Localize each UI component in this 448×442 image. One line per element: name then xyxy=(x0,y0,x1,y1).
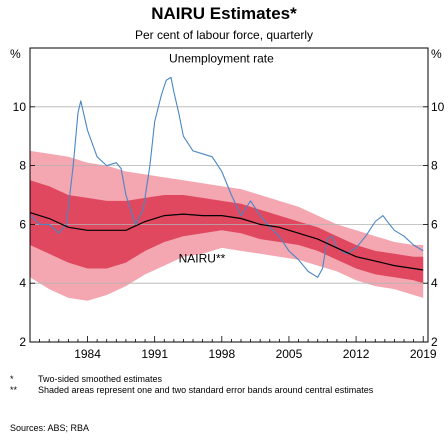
series-lines xyxy=(29,76,424,278)
y-tick-left-8: 8 xyxy=(19,159,26,173)
y-tick-right-2: 2 xyxy=(431,335,438,349)
footnotes: * Two-sided smoothed estimates ** Shaded… xyxy=(10,374,440,396)
y-axis-unit-right: % xyxy=(431,47,442,61)
sources: Sources: ABS; RBA xyxy=(10,423,90,433)
chart-subtitle: Per cent of labour force, quarterly xyxy=(134,28,314,42)
x-tick-2012: 2012 xyxy=(343,347,370,361)
y-tick-right-10: 10 xyxy=(431,100,445,114)
x-tick-2019: 2019 xyxy=(410,347,437,361)
nairu-central-line xyxy=(29,212,424,271)
x-tick-1998: 1998 xyxy=(208,347,235,361)
one-standard-error-band xyxy=(30,180,424,284)
x-tick-1991: 1991 xyxy=(141,347,168,361)
footnote-2-mark: ** xyxy=(10,385,18,395)
y-tick-right-4: 4 xyxy=(431,276,438,290)
y-tick-right-8: 8 xyxy=(431,159,438,173)
footnote-1: * Two-sided smoothed estimates xyxy=(10,374,440,385)
footnote-1-mark: * xyxy=(10,374,14,384)
x-tick-1984: 1984 xyxy=(74,347,101,361)
chart-title: NAIRU Estimates* xyxy=(151,4,297,23)
y-tick-left-6: 6 xyxy=(19,217,26,231)
y-tick-left-10: 10 xyxy=(13,100,27,114)
band-one-se xyxy=(30,180,424,284)
footnote-2-text: Shaded areas represent one and two stand… xyxy=(38,385,374,395)
y-tick-left-2: 2 xyxy=(19,335,26,349)
y-axis-unit-left: % xyxy=(10,47,21,61)
x-tick-2005: 2005 xyxy=(276,347,303,361)
unemployment-rate-line xyxy=(30,76,424,278)
plot-frame xyxy=(29,47,429,343)
nairu-chart: 2 2 4 4 6 6 8 8 10 10 1984 1991 1998 2005 2012 2019 Un… xyxy=(10,47,445,361)
annotation-nairu: NAIRU** xyxy=(179,252,226,266)
y-tick-right-6: 6 xyxy=(431,217,438,231)
footnote-1-text: Two-sided smoothed estimates xyxy=(38,374,163,384)
gridlines xyxy=(30,106,428,284)
annotation-unemployment-rate: Unemployment rate xyxy=(169,52,274,66)
y-axis-ticks: 2 2 4 4 6 6 8 8 10 10 xyxy=(13,100,445,349)
footnote-2: ** Shaded areas represent one and two st… xyxy=(10,385,440,396)
x-axis-ticks: 1984 1991 1998 2005 2012 2019 xyxy=(29,336,437,361)
plot-border xyxy=(29,47,429,343)
y-tick-left-4: 4 xyxy=(19,276,26,290)
